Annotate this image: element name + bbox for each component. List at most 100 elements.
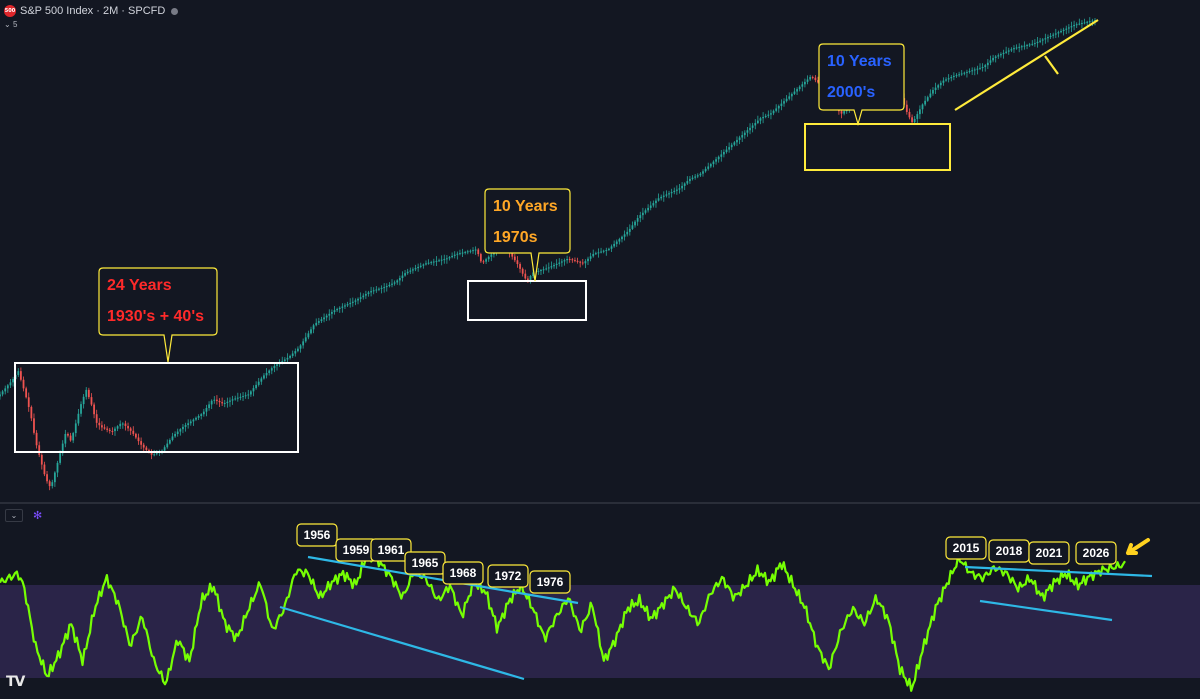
candle-body [150, 452, 153, 455]
oscillator-support-line[interactable] [279, 605, 525, 681]
candle-body [257, 381, 260, 385]
candle-body [174, 433, 176, 437]
year-label-box [945, 536, 987, 560]
candle-body [780, 103, 783, 107]
oscillator-line[interactable] [0, 549, 1126, 692]
candle-body [1070, 26, 1073, 28]
year-label[interactable]: 2015 [945, 536, 987, 560]
candle-body [584, 261, 587, 264]
candle-body [913, 118, 916, 123]
candle-body [375, 289, 378, 291]
year-label[interactable]: 1972 [487, 564, 529, 588]
candle-body [359, 297, 362, 299]
range-box[interactable] [14, 362, 299, 453]
year-label[interactable]: 1956 [296, 523, 338, 547]
candle-body [634, 221, 636, 226]
symbol-title[interactable]: S&P 500 Index · 2M · SPCFD [20, 5, 166, 17]
candle-body [132, 430, 135, 434]
candle-body [80, 404, 82, 414]
candle-body [681, 185, 683, 189]
candle-body [362, 295, 365, 298]
callout-line2: 1970s [493, 229, 538, 246]
year-label-text: 1972 [495, 569, 522, 583]
oscillator-resistance-line[interactable] [964, 565, 1153, 578]
candle-body [435, 260, 438, 262]
year-label[interactable]: 1968 [442, 561, 484, 585]
candle-body [712, 161, 715, 165]
range-box[interactable] [467, 280, 587, 321]
candle-body [378, 288, 380, 290]
candle-body [114, 428, 116, 432]
candle-body [976, 68, 979, 70]
chevron-down-icon[interactable]: ⌄ [5, 509, 23, 522]
year-label[interactable]: 2026 [1075, 541, 1117, 565]
gear-icon[interactable]: ✻ [33, 510, 43, 522]
candle-body [736, 139, 738, 143]
candle-body [1026, 45, 1028, 47]
year-label[interactable]: 1959 [335, 538, 377, 562]
candle-body [905, 104, 908, 112]
candle-body [733, 142, 736, 145]
candle-body [1007, 50, 1010, 52]
candle-body [310, 329, 312, 334]
year-label[interactable]: 1965 [404, 551, 446, 575]
candle-body [12, 378, 14, 383]
candle-body [103, 427, 106, 429]
candle-body [749, 127, 751, 131]
header-sub-label[interactable]: ⌄ 5 [4, 20, 18, 29]
candle-body [328, 313, 331, 316]
candle-body [95, 414, 98, 423]
candle-body [602, 250, 605, 252]
candle-body [1020, 46, 1023, 48]
candle-body [116, 426, 119, 429]
price-trendline[interactable] [954, 19, 1099, 111]
annotation-callout[interactable]: 10 Years 1970s [484, 188, 571, 282]
candle-body [754, 123, 757, 126]
year-label[interactable]: 2021 [1028, 541, 1070, 565]
candle-body [670, 192, 673, 194]
year-label-text: 1961 [378, 543, 405, 557]
candle-body [440, 259, 443, 261]
annotation-callout[interactable]: 10 Years 2000's [818, 43, 905, 127]
candle-body [479, 254, 482, 262]
callout-bubble [484, 188, 571, 282]
year-label[interactable]: 1976 [529, 570, 571, 594]
oscillator-support-line[interactable] [979, 599, 1113, 622]
candle-body [432, 261, 435, 263]
year-label[interactable]: 2018 [988, 539, 1030, 563]
candle-body [811, 77, 814, 79]
candle-body [195, 417, 197, 420]
candle-body [336, 308, 339, 311]
candle-body [608, 248, 610, 250]
range-box[interactable] [804, 123, 951, 171]
candle-body [641, 212, 644, 216]
candle-body [919, 109, 921, 115]
candle-body [547, 267, 550, 269]
symbol-header[interactable]: 500 S&P 500 Index · 2M · SPCFD [4, 3, 179, 19]
candle-body [456, 253, 459, 255]
flag-marker[interactable] [1044, 55, 1059, 75]
candle-body [921, 104, 924, 110]
year-label-box [529, 570, 571, 594]
candle-body [74, 423, 77, 434]
candle-body [1039, 40, 1042, 42]
arrow-icon [1126, 538, 1150, 555]
candle-body [430, 262, 433, 264]
candle-body [451, 255, 454, 258]
candle-body [1013, 48, 1015, 50]
candle-body [283, 359, 286, 362]
candle-body [934, 87, 937, 91]
candle-body [289, 355, 291, 358]
candle-body [291, 353, 294, 356]
candle-body [587, 258, 589, 262]
candle-body [69, 435, 72, 441]
candle-body [299, 345, 302, 349]
candle-body [986, 62, 989, 66]
annotation-callout[interactable]: 24 Years 1930's + 40's [98, 267, 218, 363]
candle-body [396, 280, 399, 283]
year-label-text: 1976 [537, 575, 564, 589]
year-label[interactable]: 1961 [370, 538, 412, 562]
candle-body [542, 269, 545, 271]
